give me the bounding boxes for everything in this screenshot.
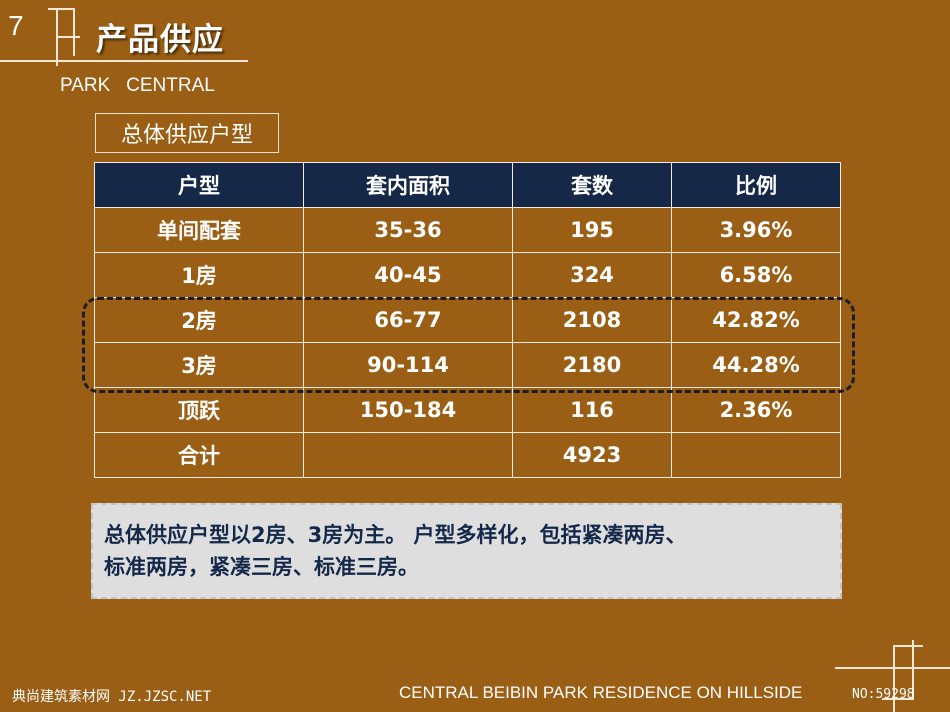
cell-ratio <box>671 432 841 478</box>
cell-count: 116 <box>512 387 672 433</box>
cell-area <box>303 432 513 478</box>
cell-area: 40-45 <box>303 252 513 298</box>
page-number: 7 <box>8 10 24 41</box>
cell-ratio: 3.96% <box>671 207 841 253</box>
cell-area: 150-184 <box>303 387 513 433</box>
footer-id: NO:59298 <box>852 687 915 702</box>
table-row-total: 合计 4923 <box>94 432 841 478</box>
cell-ratio: 6.58% <box>671 252 841 298</box>
page-title: 产品供应 <box>96 22 224 58</box>
cell-unit-type: 顶跃 <box>94 387 304 433</box>
cell-ratio: 44.28% <box>671 342 841 388</box>
page-subtitle: PARK CENTRAL <box>60 75 215 96</box>
column-header-unit-type: 户型 <box>94 162 304 208</box>
cell-count: 324 <box>512 252 672 298</box>
footer-tagline: CENTRAL BEIBIN PARK RESIDENCE ON HILLSID… <box>399 683 803 702</box>
cell-area: 66-77 <box>303 297 513 343</box>
column-header-ratio: 比例 <box>671 162 841 208</box>
table-row: 顶跃 150-184 116 2.36% <box>94 387 841 433</box>
decor-line-horizontal <box>893 645 923 647</box>
column-header-count: 套数 <box>512 162 672 208</box>
decor-line-horizontal <box>0 60 248 62</box>
summary-box: 总体供应户型以2房、3房为主。 户型多样化，包括紧凑两房、 标准两房，紧凑三房、… <box>91 503 842 599</box>
decor-line-horizontal <box>882 698 914 700</box>
cell-count: 4923 <box>512 432 672 478</box>
highlight-dashed-frame <box>82 297 855 393</box>
summary-line-2: 标准两房，紧凑三房、标准三房。 <box>104 555 419 579</box>
cell-unit-type: 3房 <box>94 342 304 388</box>
summary-line-1: 总体供应户型以2房、3房为主。 户型多样化，包括紧凑两房、 <box>104 523 687 547</box>
cell-count: 2180 <box>512 342 672 388</box>
cell-unit-type: 合计 <box>94 432 304 478</box>
cell-unit-type: 1房 <box>94 252 304 298</box>
cell-ratio: 2.36% <box>671 387 841 433</box>
cell-area: 90-114 <box>303 342 513 388</box>
cell-ratio: 42.82% <box>671 297 841 343</box>
decor-line-vertical <box>893 645 895 712</box>
cell-count: 2108 <box>512 297 672 343</box>
decor-line-horizontal <box>835 667 950 669</box>
decor-line-vertical <box>73 8 75 56</box>
decor-line-vertical <box>56 10 58 66</box>
cell-count: 195 <box>512 207 672 253</box>
decor-line-horizontal <box>56 36 80 38</box>
cell-unit-type: 单间配套 <box>94 207 304 253</box>
table-row: 单间配套 35-36 195 3.96% <box>94 207 841 253</box>
table-row: 2房 66-77 2108 42.82% <box>94 297 841 343</box>
cell-area: 35-36 <box>303 207 513 253</box>
section-label: 总体供应户型 <box>95 113 279 153</box>
decor-line-vertical <box>912 640 914 700</box>
table-row: 1房 40-45 324 6.58% <box>94 252 841 298</box>
table-header-row: 户型 套内面积 套数 比例 <box>94 162 841 208</box>
supply-table: 户型 套内面积 套数 比例 单间配套 35-36 195 3.96% 1房 40… <box>94 162 841 478</box>
footer-watermark: 典尚建筑素材网 JZ.JZSC.NET <box>12 689 212 705</box>
table-row: 3房 90-114 2180 44.28% <box>94 342 841 388</box>
decor-line-horizontal <box>48 8 75 10</box>
column-header-area: 套内面积 <box>303 162 513 208</box>
